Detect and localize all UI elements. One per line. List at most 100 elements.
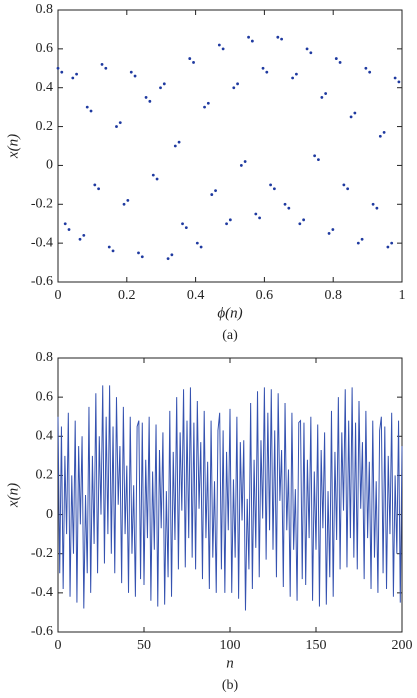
point bbox=[115, 125, 118, 128]
point bbox=[199, 245, 203, 249]
point bbox=[129, 70, 133, 74]
point bbox=[364, 66, 368, 70]
point bbox=[221, 47, 225, 51]
point bbox=[217, 43, 221, 47]
point bbox=[331, 228, 335, 231]
point bbox=[104, 66, 108, 70]
point bbox=[291, 76, 295, 80]
point bbox=[82, 233, 86, 237]
point bbox=[382, 131, 386, 134]
point bbox=[60, 70, 64, 74]
point bbox=[258, 216, 261, 220]
point bbox=[107, 245, 111, 249]
x-tick-label: 150 bbox=[306, 638, 327, 653]
point bbox=[181, 222, 184, 226]
point bbox=[210, 193, 214, 196]
point bbox=[338, 61, 342, 64]
point bbox=[356, 241, 360, 245]
point bbox=[313, 154, 317, 158]
y-tick-label: 0.6 bbox=[36, 41, 54, 56]
point bbox=[294, 72, 298, 76]
point bbox=[63, 222, 67, 226]
y-tick-label: 0 bbox=[46, 158, 53, 173]
y-tick-label: 0.4 bbox=[36, 429, 54, 444]
point bbox=[89, 109, 93, 113]
x-tick-label: 0.8 bbox=[324, 288, 342, 303]
point bbox=[192, 61, 195, 64]
axes-frame bbox=[57, 9, 403, 283]
point bbox=[375, 206, 379, 210]
point bbox=[327, 232, 331, 235]
point bbox=[140, 255, 144, 259]
point bbox=[346, 187, 350, 191]
x-tick-label: 200 bbox=[392, 638, 413, 653]
point bbox=[236, 82, 239, 86]
point bbox=[225, 222, 228, 226]
point bbox=[349, 115, 353, 119]
point bbox=[280, 37, 283, 41]
point bbox=[144, 96, 148, 99]
point bbox=[360, 237, 364, 241]
point bbox=[184, 226, 188, 230]
y-axis-label: x(n) bbox=[5, 134, 21, 159]
x-tick-label: 0.6 bbox=[256, 288, 274, 303]
point bbox=[170, 253, 174, 257]
point bbox=[67, 228, 71, 231]
point bbox=[250, 39, 254, 43]
y-tick-label: 0.4 bbox=[36, 80, 54, 95]
point bbox=[298, 222, 302, 226]
point bbox=[269, 183, 272, 187]
y-tick-label: -0.2 bbox=[31, 546, 53, 561]
point bbox=[243, 160, 247, 163]
y-tick-label: 0 bbox=[46, 507, 53, 522]
point bbox=[309, 51, 313, 55]
caption: (b) bbox=[222, 678, 239, 693]
point bbox=[133, 74, 137, 78]
point bbox=[148, 99, 152, 103]
point bbox=[162, 82, 166, 86]
point bbox=[159, 86, 162, 90]
point bbox=[100, 63, 104, 66]
point bbox=[137, 251, 140, 255]
x-tick-label: 0.4 bbox=[187, 288, 205, 303]
point bbox=[342, 183, 346, 187]
point bbox=[126, 199, 130, 202]
point bbox=[71, 76, 75, 80]
point bbox=[368, 70, 372, 74]
point bbox=[78, 237, 82, 241]
y-tick-label: -0.4 bbox=[31, 585, 53, 600]
point bbox=[305, 47, 309, 51]
point bbox=[287, 206, 291, 210]
point bbox=[97, 187, 100, 191]
point bbox=[173, 144, 177, 148]
y-tick-label: -0.6 bbox=[31, 274, 53, 289]
x-axis-label: ϕ(n) bbox=[217, 305, 242, 321]
point bbox=[155, 177, 159, 181]
y-tick-label: 0.6 bbox=[36, 389, 54, 404]
series-line bbox=[57, 385, 403, 611]
y-tick-label: -0.2 bbox=[31, 197, 53, 212]
x-tick-label: 100 bbox=[220, 638, 241, 653]
point bbox=[151, 173, 155, 177]
point bbox=[397, 80, 401, 84]
y-tick-label: -0.4 bbox=[31, 235, 53, 250]
point bbox=[111, 249, 115, 253]
point bbox=[75, 72, 78, 76]
point bbox=[247, 35, 250, 39]
x-axis-label: n bbox=[226, 655, 234, 671]
point bbox=[265, 70, 269, 74]
point bbox=[166, 257, 170, 261]
point bbox=[393, 76, 397, 80]
point bbox=[239, 164, 243, 167]
x-tick-label: 50 bbox=[137, 638, 151, 653]
y-tick-label: -0.6 bbox=[31, 624, 53, 639]
x-tick-label: 0 bbox=[55, 638, 62, 653]
point bbox=[214, 189, 217, 193]
point bbox=[118, 121, 122, 125]
point bbox=[302, 218, 306, 222]
point bbox=[320, 96, 324, 99]
point bbox=[56, 66, 60, 70]
x-tick-label: 0 bbox=[55, 288, 62, 303]
x-tick-label: 1 bbox=[399, 288, 406, 303]
